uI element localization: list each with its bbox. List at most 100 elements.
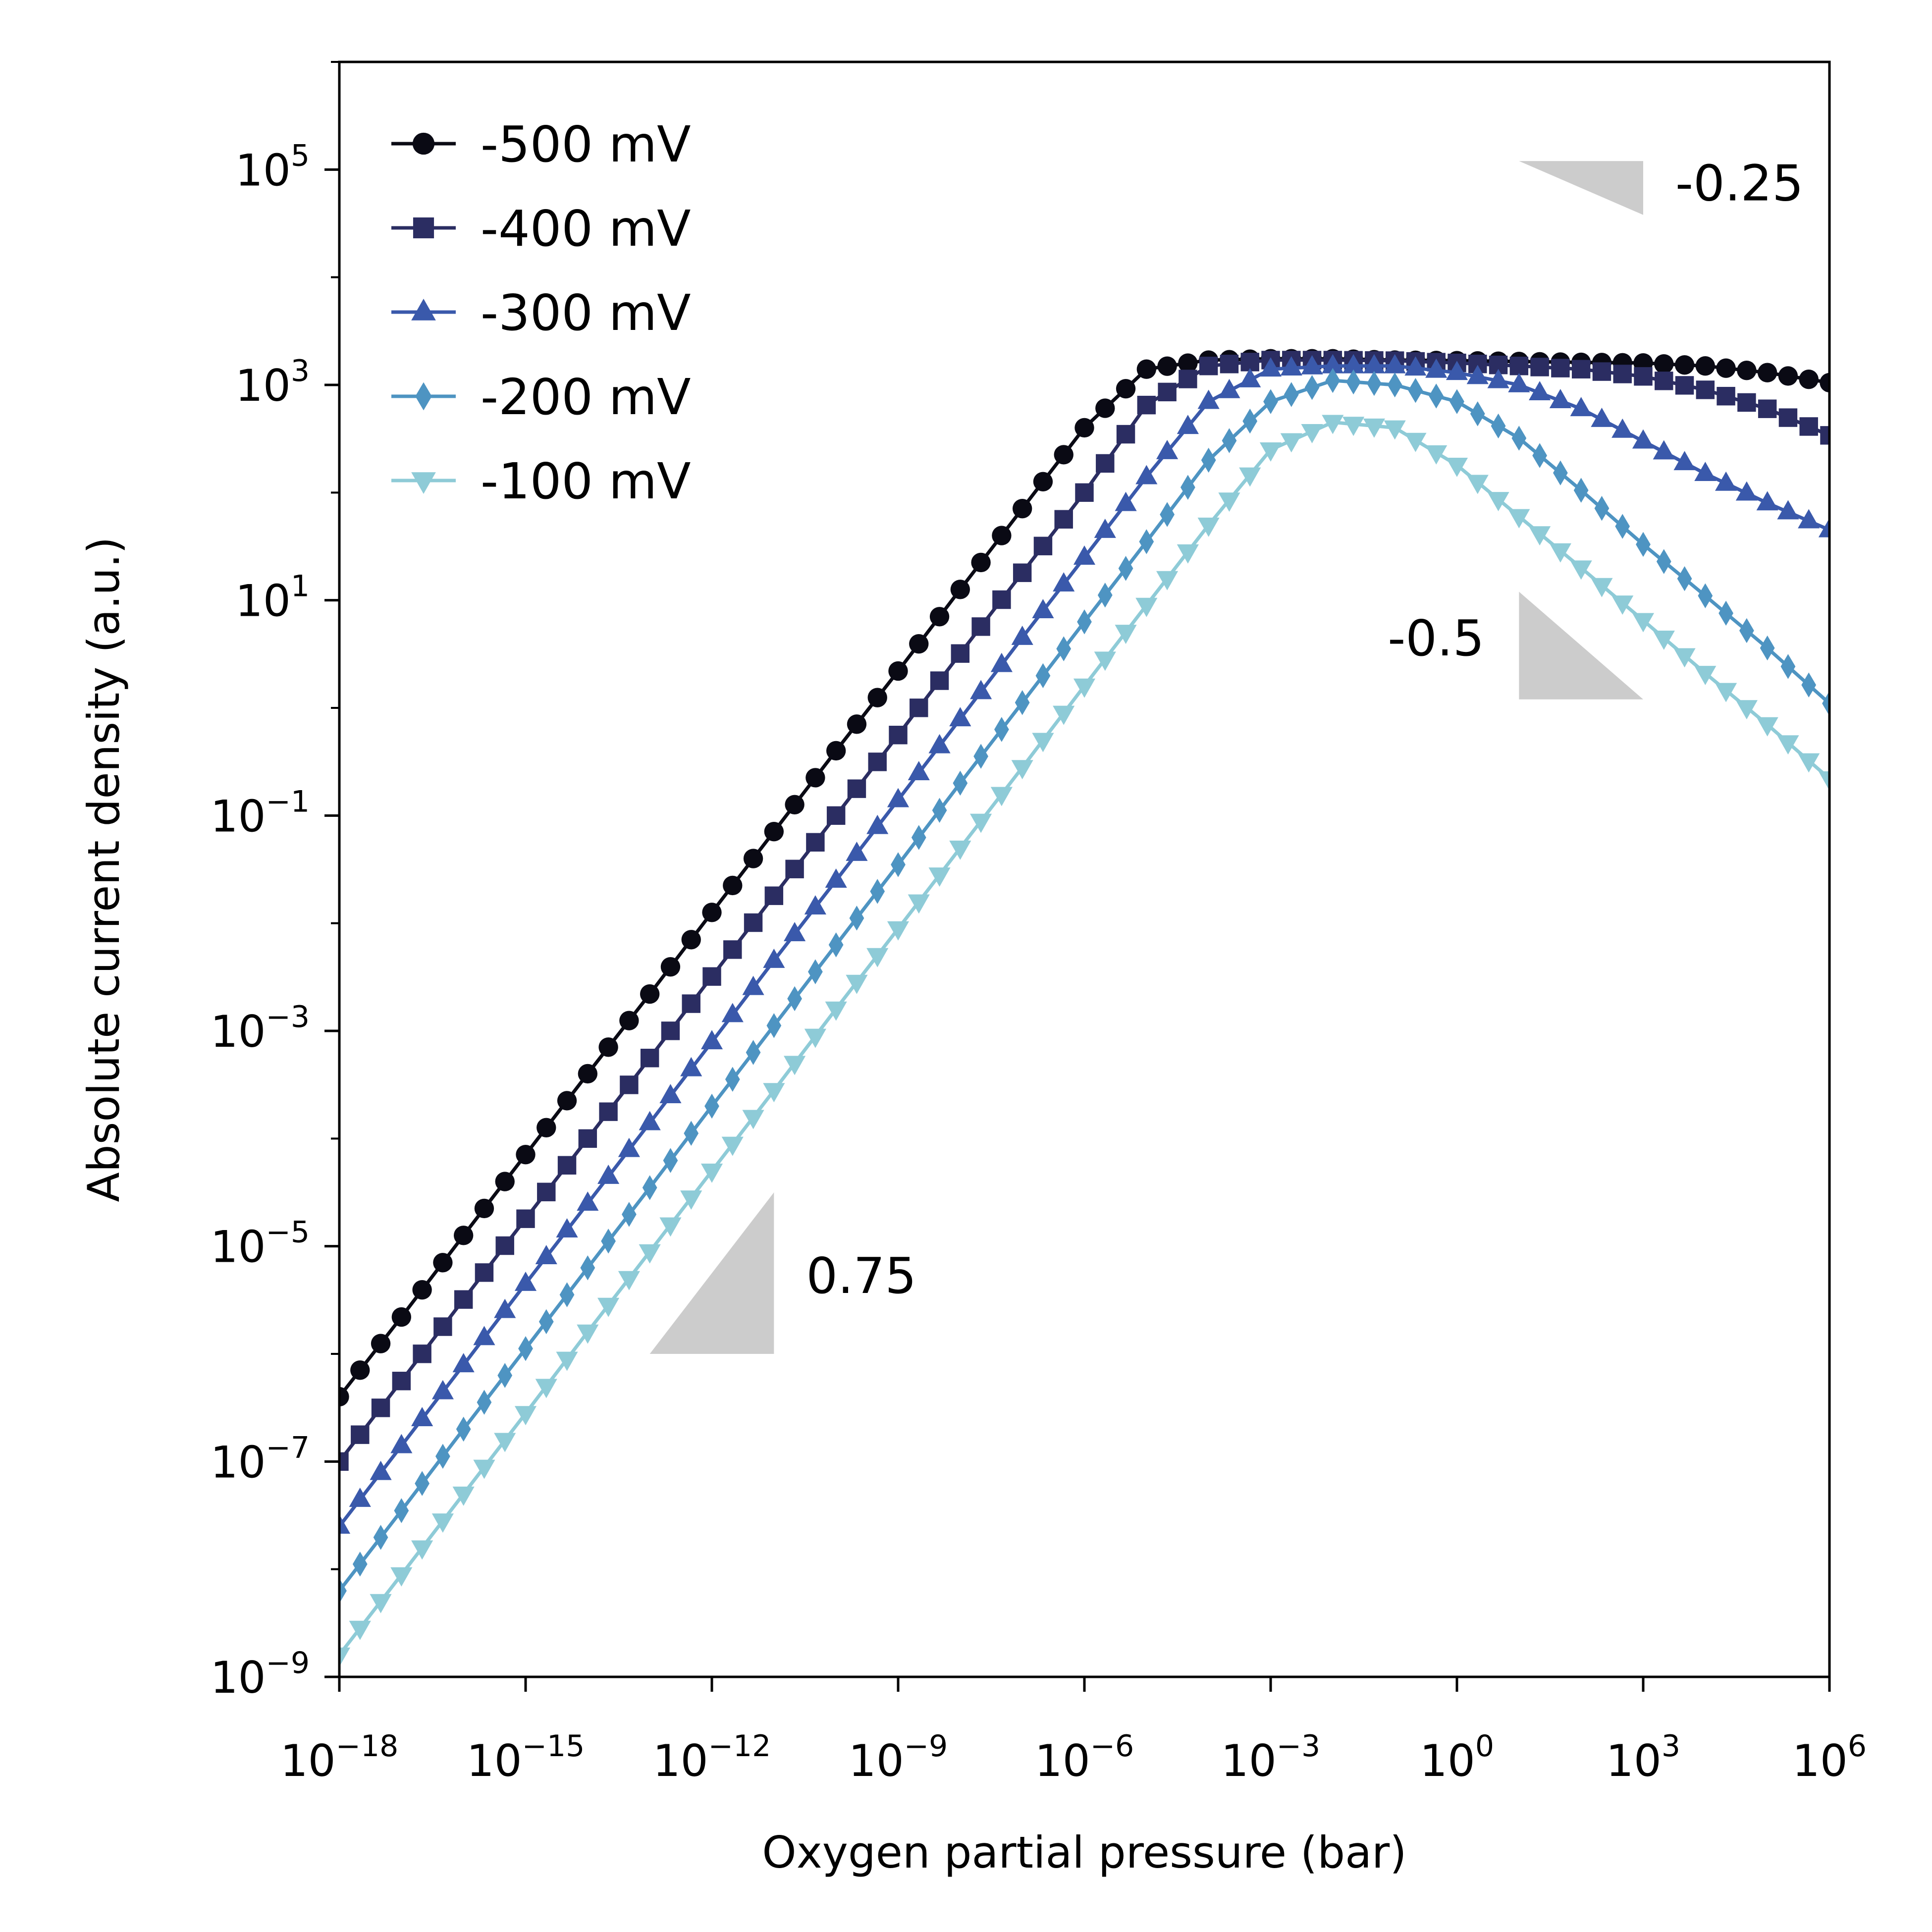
data-point bbox=[1301, 424, 1323, 443]
data-point bbox=[1408, 378, 1423, 403]
data-point bbox=[1696, 380, 1715, 399]
data-point bbox=[1446, 361, 1468, 380]
data-point bbox=[1632, 613, 1655, 633]
data-point bbox=[1404, 432, 1427, 452]
data-point bbox=[808, 959, 823, 984]
data-point bbox=[700, 1163, 723, 1183]
legend-label: -400 mV bbox=[481, 200, 691, 258]
x-tick-label: 10−6 bbox=[1035, 1729, 1134, 1786]
data-point bbox=[1756, 491, 1778, 511]
x-tick-base: 10 bbox=[1792, 1735, 1848, 1786]
data-point bbox=[537, 1118, 556, 1137]
data-point bbox=[1280, 356, 1302, 376]
x-axis-ticks: 10−18 10−15 10−12 10−9 10−6 10−3 100 103 106 bbox=[280, 1677, 1867, 1786]
data-point bbox=[1158, 382, 1177, 402]
data-point bbox=[746, 1040, 761, 1065]
data-point bbox=[725, 1067, 740, 1092]
data-point bbox=[826, 806, 846, 825]
data-point bbox=[1695, 356, 1716, 376]
data-point bbox=[538, 1309, 554, 1335]
data-point bbox=[973, 744, 988, 769]
data-point bbox=[888, 661, 908, 681]
data-point bbox=[1573, 478, 1589, 503]
data-point bbox=[640, 1049, 659, 1068]
data-point bbox=[971, 617, 990, 636]
legend-label: -300 mV bbox=[481, 284, 691, 342]
data-point bbox=[909, 634, 929, 654]
data-point bbox=[1425, 358, 1448, 378]
data-point bbox=[682, 994, 700, 1013]
data-point bbox=[721, 1003, 744, 1022]
x-tick-label: 10−18 bbox=[280, 1729, 399, 1786]
legend-item: -100 mV bbox=[391, 452, 691, 510]
y-tick-base: 10 bbox=[235, 145, 291, 196]
data-point bbox=[1591, 408, 1613, 427]
data-point bbox=[620, 1075, 639, 1094]
y-tick-exponent: 3 bbox=[291, 354, 310, 388]
data-point bbox=[1822, 691, 1829, 716]
data-point bbox=[352, 1552, 368, 1577]
data-point bbox=[846, 841, 868, 861]
data-point bbox=[1177, 415, 1199, 434]
y-tick-exponent: −5 bbox=[266, 1215, 310, 1250]
x-tick-label: 103 bbox=[1606, 1729, 1680, 1786]
data-point bbox=[1053, 572, 1075, 592]
data-point bbox=[474, 1198, 494, 1219]
data-point bbox=[339, 1514, 351, 1534]
data-point bbox=[744, 913, 763, 932]
data-point bbox=[1053, 705, 1075, 725]
data-point bbox=[619, 1011, 639, 1030]
data-point bbox=[1549, 543, 1571, 563]
data-point bbox=[1054, 510, 1073, 529]
data-point bbox=[804, 1028, 826, 1048]
data-point bbox=[1220, 355, 1239, 374]
data-point bbox=[1491, 413, 1506, 439]
data-point bbox=[1116, 378, 1136, 399]
data-point bbox=[1033, 472, 1053, 491]
legend-label: -200 mV bbox=[481, 368, 691, 426]
data-point bbox=[1818, 518, 1829, 537]
data-point bbox=[556, 1351, 578, 1371]
data-point bbox=[1097, 583, 1113, 608]
data-point bbox=[1653, 440, 1675, 460]
data-point bbox=[1094, 651, 1116, 671]
data-point bbox=[1181, 475, 1195, 500]
data-point bbox=[1553, 460, 1568, 485]
data-point bbox=[826, 741, 846, 761]
data-point bbox=[1325, 368, 1341, 393]
data-point bbox=[1259, 442, 1282, 462]
data-point bbox=[1115, 625, 1137, 644]
data-point bbox=[849, 906, 864, 931]
legend-marker bbox=[415, 382, 432, 411]
data-point bbox=[1115, 491, 1137, 511]
data-point bbox=[742, 975, 764, 995]
data-point bbox=[1056, 636, 1072, 661]
data-point bbox=[1466, 365, 1489, 384]
data-point bbox=[1197, 389, 1220, 409]
data-point bbox=[1094, 518, 1116, 538]
data-point bbox=[433, 1317, 452, 1336]
slope-triangle bbox=[649, 1192, 774, 1354]
data-point bbox=[1384, 420, 1406, 440]
data-point bbox=[1346, 369, 1361, 395]
data-point bbox=[454, 1290, 473, 1309]
data-point bbox=[1532, 443, 1547, 468]
data-point bbox=[663, 1148, 678, 1173]
data-point bbox=[518, 1336, 533, 1361]
data-point bbox=[1611, 595, 1634, 615]
data-point bbox=[390, 1434, 413, 1453]
y-tick-exponent: 1 bbox=[291, 569, 310, 604]
data-point bbox=[350, 1360, 370, 1380]
data-point bbox=[1470, 401, 1485, 427]
data-point bbox=[1594, 495, 1610, 521]
data-point bbox=[452, 1353, 475, 1373]
data-point bbox=[1818, 771, 1829, 791]
data-point bbox=[1677, 566, 1692, 591]
data-point bbox=[411, 1540, 433, 1560]
data-point bbox=[990, 787, 1013, 806]
data-point bbox=[1778, 366, 1798, 386]
legend-item: -400 mV bbox=[391, 200, 691, 258]
data-point bbox=[1716, 358, 1736, 378]
data-point bbox=[1449, 389, 1464, 414]
x-tick-exponent: −15 bbox=[522, 1729, 585, 1764]
